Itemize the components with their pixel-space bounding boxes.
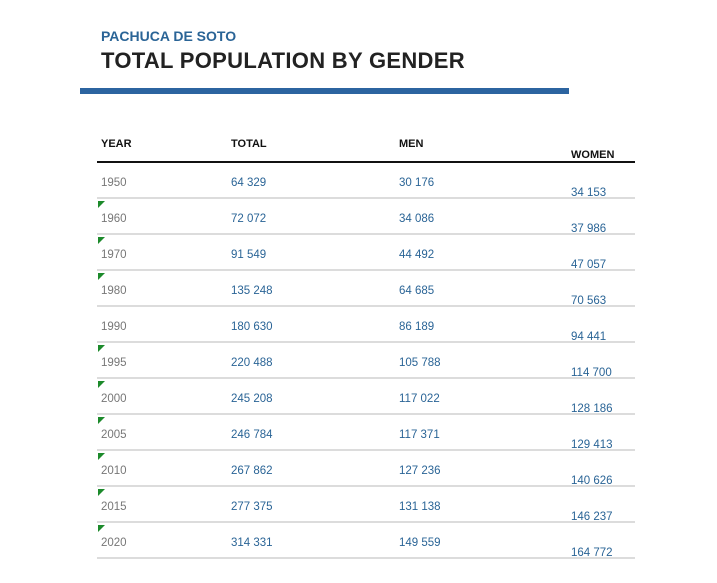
column-header-women: WOMEN [571, 149, 615, 161]
comment-marker-icon [98, 273, 105, 280]
cell-women: 164 772 [571, 547, 613, 559]
cell-men: 117 371 [399, 429, 440, 441]
table-body: 1950 64 329 30 176 34 153 1960 72 072 34 086 37… [97, 163, 635, 559]
cell-women: 128 186 [571, 403, 613, 415]
column-header-men: MEN [399, 138, 424, 150]
cell-women: 47 057 [571, 259, 607, 271]
table-row: 1995 220 488 105 788 114 700 [97, 343, 635, 379]
table-row: 2005 246 784 117 371 129 413 [97, 415, 635, 451]
cell-year: 2000 [101, 393, 127, 405]
cell-men: 105 788 [399, 357, 441, 369]
cell-men: 149 559 [399, 537, 441, 549]
comment-marker-icon [98, 525, 105, 532]
comment-marker-icon [98, 237, 105, 244]
table-row: 1980 135 248 64 685 70 563 [97, 271, 635, 307]
cell-year: 2010 [101, 465, 127, 477]
cell-men: 117 022 [399, 393, 440, 405]
cell-year: 1960 [101, 213, 127, 225]
table-row: 2015 277 375 131 138 146 237 [97, 487, 635, 523]
cell-women: 94 441 [571, 331, 607, 343]
cell-women: 140 626 [571, 475, 613, 487]
cell-men: 127 236 [399, 465, 441, 477]
cell-total: 72 072 [231, 213, 267, 225]
cell-total: 135 248 [231, 285, 273, 297]
cell-year: 1995 [101, 357, 127, 369]
cell-total: 180 630 [231, 321, 273, 333]
comment-marker-icon [98, 417, 105, 424]
cell-year: 1950 [101, 177, 127, 189]
cell-year: 2005 [101, 429, 127, 441]
population-table: YEAR TOTAL MEN WOMEN 1950 64 329 30 176 34 … [97, 130, 635, 559]
cell-year: 2020 [101, 537, 127, 549]
table-row: 2000 245 208 117 022 128 186 [97, 379, 635, 415]
cell-women: 114 700 [571, 367, 612, 379]
comment-marker-icon [98, 201, 105, 208]
cell-women: 34 153 [571, 187, 607, 199]
table-row: 1990 180 630 86 189 94 441 [97, 307, 635, 343]
cell-year: 1970 [101, 249, 127, 261]
cell-total: 277 375 [231, 501, 273, 513]
column-header-year: YEAR [101, 138, 132, 150]
cell-year: 1990 [101, 321, 127, 333]
cell-year: 2015 [101, 501, 127, 513]
comment-marker-icon [98, 453, 105, 460]
table-row: 1960 72 072 34 086 37 986 [97, 199, 635, 235]
cell-total: 245 208 [231, 393, 273, 405]
cell-men: 44 492 [399, 249, 435, 261]
page-subtitle: PACHUCA DE SOTO [101, 28, 237, 44]
cell-men: 86 189 [399, 321, 435, 333]
cell-women: 70 563 [571, 295, 607, 307]
cell-total: 64 329 [231, 177, 267, 189]
table-header: YEAR TOTAL MEN WOMEN [97, 130, 635, 163]
table-row: 2010 267 862 127 236 140 626 [97, 451, 635, 487]
cell-women: 129 413 [571, 439, 613, 451]
comment-marker-icon [98, 381, 105, 388]
cell-men: 131 138 [399, 501, 441, 513]
comment-marker-icon [98, 489, 105, 496]
cell-total: 91 549 [231, 249, 267, 261]
table-row: 2020 314 331 149 559 164 772 [97, 523, 635, 559]
column-header-total: TOTAL [231, 138, 267, 150]
cell-year: 1980 [101, 285, 127, 297]
cell-women: 146 237 [571, 511, 613, 523]
cell-women: 37 986 [571, 223, 607, 235]
cell-men: 64 685 [399, 285, 435, 297]
cell-men: 34 086 [399, 213, 435, 225]
title-divider [80, 88, 569, 94]
cell-total: 220 488 [231, 357, 273, 369]
page-title: TOTAL POPULATION BY GENDER [101, 48, 465, 73]
cell-men: 30 176 [399, 177, 435, 189]
table-row: 1950 64 329 30 176 34 153 [97, 163, 635, 199]
cell-total: 246 784 [231, 429, 273, 441]
cell-total: 314 331 [231, 537, 273, 549]
comment-marker-icon [98, 345, 105, 352]
table-row: 1970 91 549 44 492 47 057 [97, 235, 635, 271]
cell-total: 267 862 [231, 465, 273, 477]
